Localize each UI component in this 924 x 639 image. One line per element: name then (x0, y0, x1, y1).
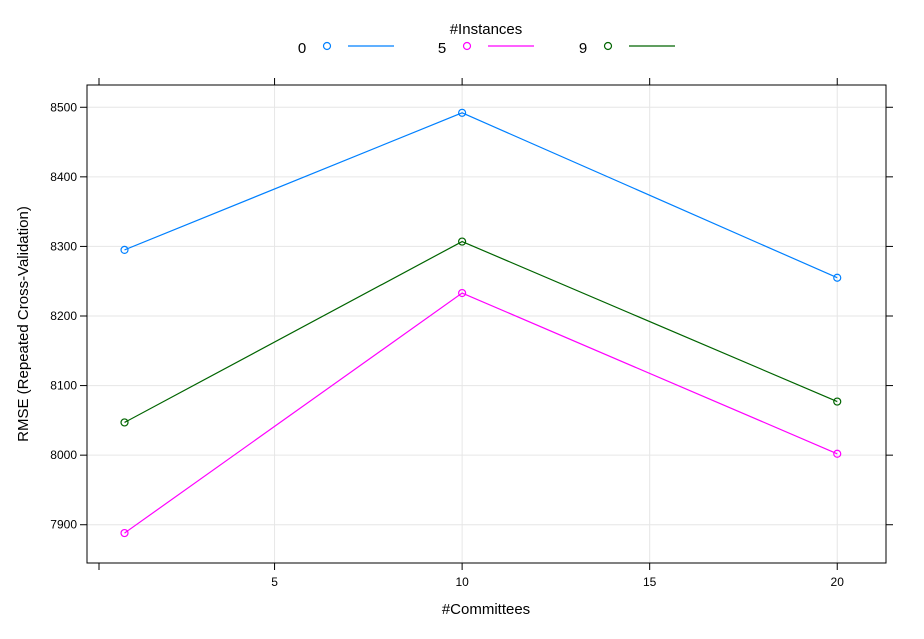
series-5 (120, 288, 842, 538)
data-point (120, 528, 129, 538)
series-line (124, 112, 838, 279)
grid-lines (87, 85, 886, 563)
legend-items: 0 5 9 (298, 40, 675, 57)
x-tick-label: 5 (271, 575, 278, 589)
y-tick-label: 8100 (50, 379, 77, 393)
legend-marker (603, 41, 613, 51)
data-point (833, 273, 842, 282)
legend-marker (322, 41, 332, 51)
data-point (833, 449, 842, 458)
data-point (458, 108, 467, 117)
legend-marker (462, 41, 472, 51)
x-tick-label: 10 (455, 575, 469, 589)
data-point (458, 288, 467, 298)
series-9 (120, 237, 842, 427)
y-tick-label: 8400 (50, 170, 77, 184)
series-line (124, 292, 838, 534)
y-tick-label: 8000 (50, 448, 77, 462)
legend-label: 9 (579, 40, 587, 57)
y-tick-label: 8200 (50, 309, 77, 323)
x-tick-label: 20 (831, 575, 845, 589)
legend-label: 0 (298, 40, 306, 57)
y-tick-label: 8500 (50, 100, 77, 114)
legend-item-9: 9 (579, 40, 675, 57)
legend-title: #Instances (450, 21, 523, 38)
axis-ticks: 5 10 15 20 7900 8000 8100 8200 8300 8400 8500 (50, 78, 893, 589)
data-point (458, 237, 467, 246)
series-layer (120, 108, 842, 538)
legend-label: 5 (438, 40, 446, 57)
y-tick-label: 8300 (50, 239, 77, 253)
legend-item-0: 0 (298, 40, 394, 57)
legend: #Instances 0 5 9 (298, 21, 675, 57)
x-axis-label: #Committees (442, 601, 530, 618)
y-tick-label: 7900 (50, 518, 77, 532)
plot-frame (86, 84, 887, 564)
data-point (120, 418, 129, 427)
y-axis-label: RMSE (Repeated Cross-Validation) (15, 206, 32, 442)
data-point (833, 397, 842, 406)
legend-item-5: 5 (438, 40, 534, 57)
data-point (120, 245, 129, 254)
series-0 (120, 108, 842, 282)
series-line (124, 240, 838, 423)
x-tick-label: 15 (643, 575, 657, 589)
